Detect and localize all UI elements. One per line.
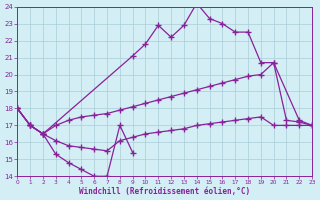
X-axis label: Windchill (Refroidissement éolien,°C): Windchill (Refroidissement éolien,°C) (79, 187, 250, 196)
